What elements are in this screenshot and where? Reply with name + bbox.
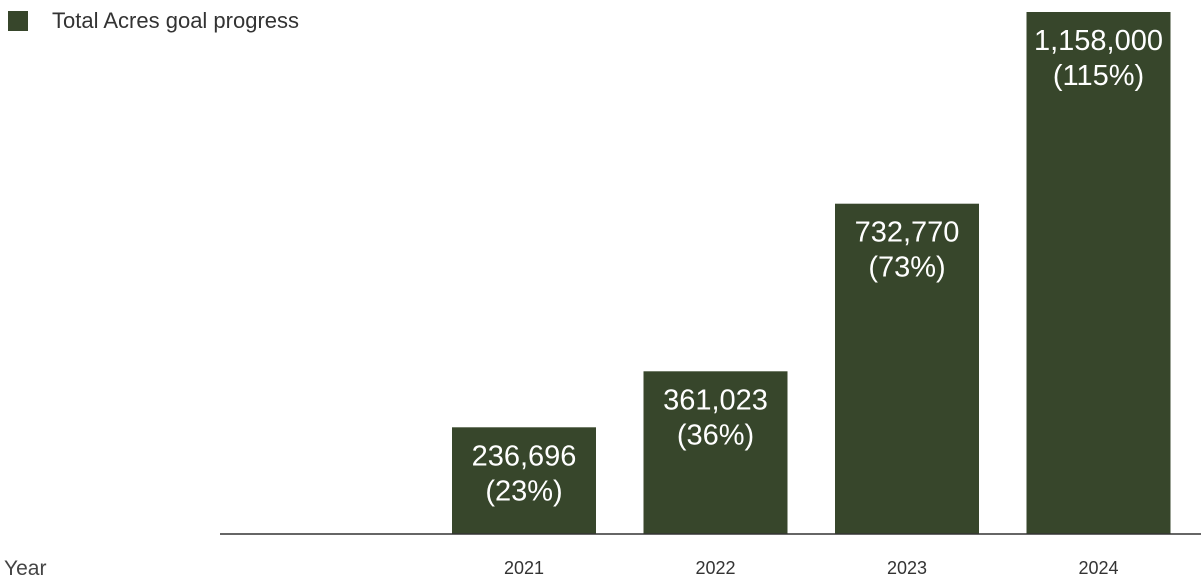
- x-tick-label-2023: 2023: [887, 558, 927, 578]
- bar-percent-label-2021: (23%): [485, 475, 562, 507]
- bar-value-label-2023: 732,770: [855, 217, 960, 249]
- bar-2024: [1026, 12, 1171, 534]
- bar-value-label-2021: 236,696: [472, 440, 577, 472]
- bar-value-label-2022: 361,023: [663, 384, 768, 416]
- x-tick-label-2024: 2024: [1078, 558, 1118, 578]
- x-axis-title: Year: [4, 557, 47, 580]
- legend-swatch: [8, 11, 28, 31]
- bar-2023: [835, 203, 979, 534]
- legend-label: Total Acres goal progress: [52, 8, 300, 33]
- bar-percent-label-2022: (36%): [677, 419, 754, 451]
- tick-labels-group: 2021 2022 2023 2024: [504, 558, 1119, 578]
- bar-2021: [452, 427, 596, 534]
- x-tick-label-2022: 2022: [695, 558, 735, 578]
- legend: Total Acres goal progress: [8, 8, 299, 34]
- bar-percent-label-2023: (73%): [868, 252, 945, 284]
- x-tick-label-2021: 2021: [504, 558, 544, 578]
- bar-2022: [643, 371, 788, 534]
- bar-percent-label-2024: (115%): [1053, 60, 1144, 92]
- bar-value-label-2024: 1,158,000: [1034, 25, 1163, 57]
- bars-group: 236,696(23%) 361,023(36%) 732,770(73%) 1,15…: [452, 12, 1171, 534]
